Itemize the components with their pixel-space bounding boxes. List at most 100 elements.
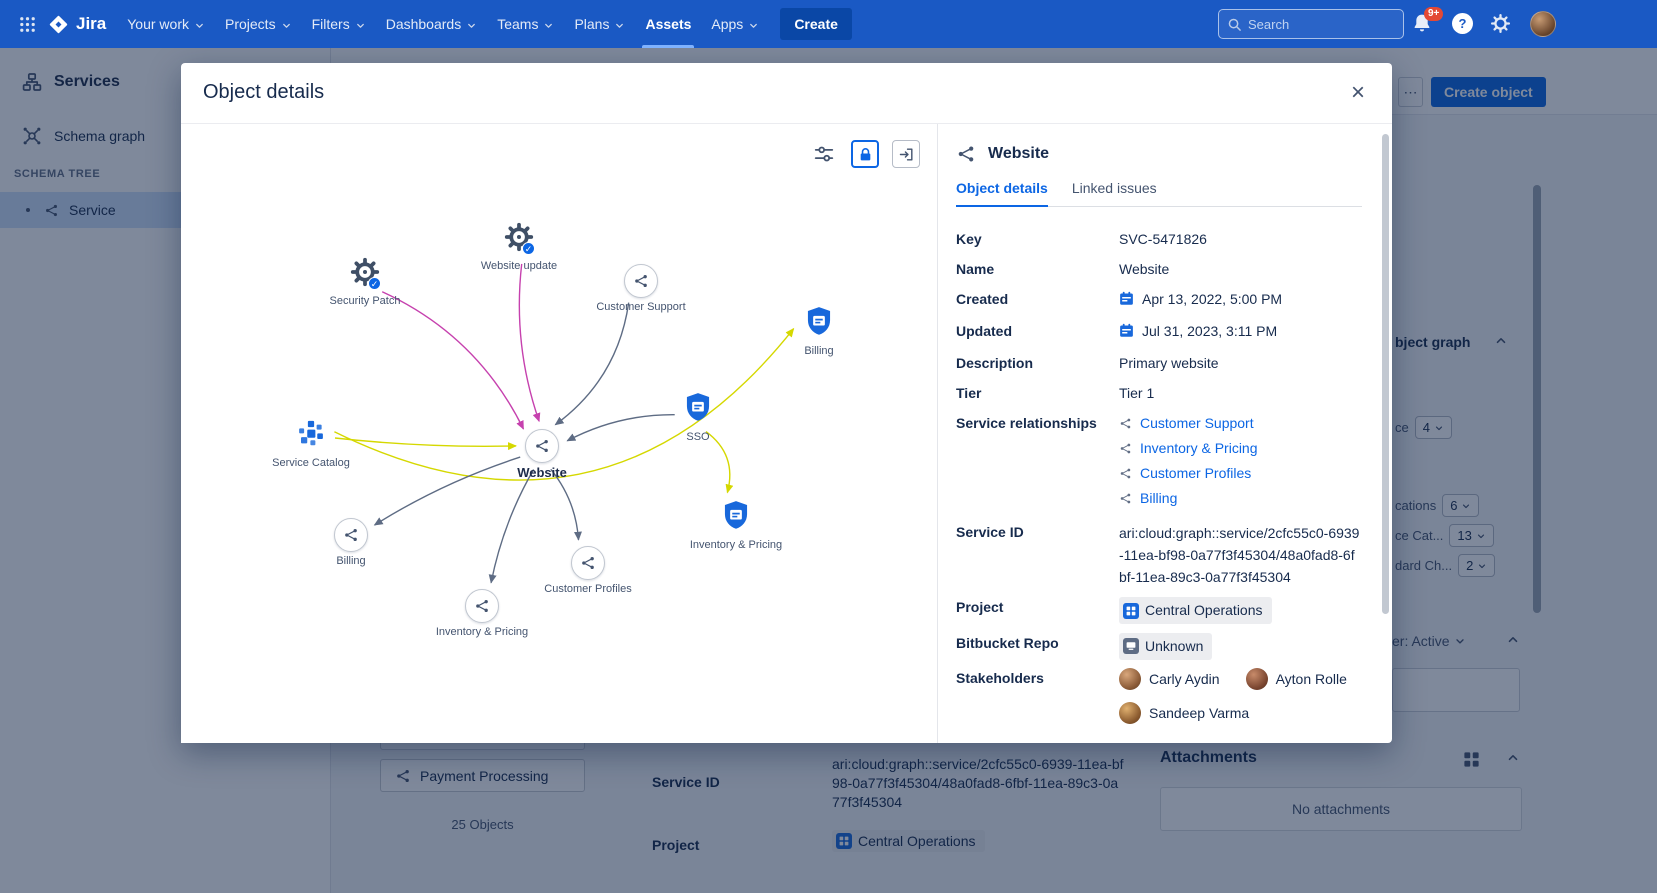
field-value: ari:cloud:graph::service/2cfc55c0-6939-1… <box>1119 525 1360 585</box>
nav-item-plans[interactable]: Plans <box>565 8 634 40</box>
graph-node-service-catalog[interactable]: Service Catalog <box>246 419 376 470</box>
field-label: Stakeholders <box>956 670 1044 686</box>
graph-node-inventory-pricing[interactable]: Inventory & Pricing <box>417 589 547 639</box>
nav-item-projects[interactable]: Projects <box>216 8 301 40</box>
nav-item-filters[interactable]: Filters <box>303 8 375 40</box>
stakeholder-name: Ayton Rolle <box>1275 670 1347 687</box>
graph-node-security-patch[interactable]: ✓ Security Patch <box>300 257 430 308</box>
repo-chip[interactable]: Unknown <box>1119 632 1213 660</box>
node-label: Customer Support <box>596 301 686 313</box>
graph-edges <box>334 263 795 584</box>
gear-icon: ✓ <box>349 257 381 290</box>
field-value: Unknown <box>1119 632 1362 661</box>
graph-node-customer-support[interactable]: Customer Support <box>576 264 706 314</box>
field-row: Name Website <box>956 259 1362 280</box>
close-icon[interactable]: × <box>1350 79 1365 106</box>
graph-node-website[interactable]: Website <box>477 429 607 479</box>
graph-nodes: ✓ Website update ✓ Security Patch Customer S… <box>181 124 937 743</box>
object-details-modal: Object details × ✓ Website update ✓ Securit… <box>181 63 1392 743</box>
tab-linked-issues[interactable]: Linked issues <box>1071 180 1157 196</box>
field-row: Tier Tier 1 <box>956 383 1362 404</box>
field-label: Name <box>956 261 995 277</box>
notifications-bell-icon[interactable]: 9+ <box>1411 7 1444 38</box>
field-label: Created <box>956 291 1009 307</box>
graph-node-inventory-pricing[interactable]: Inventory & Pricing <box>671 499 801 552</box>
check-badge-icon: ✓ <box>522 242 535 255</box>
nav-item-your-work[interactable]: Your work <box>118 8 214 40</box>
create-button[interactable]: Create <box>780 8 852 40</box>
calendar-icon <box>1119 291 1134 312</box>
panel-scrollbar[interactable] <box>1382 134 1389 614</box>
nav-item-dashboards[interactable]: Dashboards <box>377 8 487 40</box>
jira-logo[interactable]: Jira <box>44 14 116 35</box>
tab-object-details[interactable]: Object details <box>956 180 1048 207</box>
user-avatar[interactable] <box>1530 11 1556 37</box>
search-input[interactable] <box>1248 16 1424 32</box>
details-tabs: Object details Linked issues <box>956 180 1362 207</box>
stakeholder[interactable]: Sandeep Varma <box>1119 702 1249 724</box>
relationship-link[interactable]: Inventory & Pricing <box>1140 440 1258 456</box>
nav-item-teams[interactable]: Teams <box>488 8 563 40</box>
graph-node-customer-profiles[interactable]: Customer Profiles <box>523 546 653 596</box>
chevron-down-icon <box>748 20 759 31</box>
chevron-down-icon <box>614 20 625 31</box>
search-box[interactable] <box>1218 9 1424 39</box>
chevron-down-icon <box>281 20 292 31</box>
nav-item-assets[interactable]: Assets <box>636 8 700 48</box>
jira-logo-icon <box>48 14 69 35</box>
relationship-row: Customer Support <box>1119 413 1362 434</box>
relationship-row: Customer Profiles <box>1119 463 1362 484</box>
nav-item-label: Dashboards <box>385 16 462 32</box>
graph-node-sso[interactable]: SSO <box>633 391 763 444</box>
object-icon <box>1119 492 1132 505</box>
relationship-link[interactable]: Customer Profiles <box>1140 465 1252 481</box>
graph-settings-sliders-icon[interactable] <box>810 140 838 168</box>
field-row: Bitbucket Repo Unknown <box>956 632 1362 661</box>
field-value: Jul 31, 2023, 3:11 PM <box>1119 321 1362 344</box>
stakeholder[interactable]: Ayton Rolle <box>1245 668 1347 690</box>
lock-icon[interactable] <box>851 140 879 168</box>
nav-menu: Your work Projects Filters Dashboards Teams P… <box>118 8 768 48</box>
relationship-link[interactable]: Billing <box>1140 490 1178 506</box>
repo-icon <box>1123 638 1139 654</box>
node-label: Billing <box>804 345 834 357</box>
details-pane: Website Object details Linked issues Key S… <box>937 124 1392 743</box>
chevron-down-icon <box>543 20 554 31</box>
nav-item-label: Apps <box>711 16 744 32</box>
chevron-down-icon <box>466 20 477 31</box>
field-row: Description Primary website <box>956 353 1362 374</box>
graph-node-website-update[interactable]: ✓ Website update <box>454 222 584 273</box>
field-row: Key SVC-5471826 <box>956 229 1362 250</box>
project-chip[interactable]: Central Operations <box>1119 597 1272 624</box>
details-fields: Key SVC-5471826 Name Website Created Apr 13, … <box>956 229 1362 724</box>
field-label: Description <box>956 355 1034 371</box>
avatar <box>1245 668 1268 690</box>
graph-node-billing[interactable]: Billing <box>754 305 884 358</box>
shield-icon <box>720 499 752 531</box>
stakeholder-name: Carly Aydin <box>1149 670 1220 687</box>
shield-icon <box>682 391 714 423</box>
field-row: Project Central Operations <box>956 597 1362 625</box>
settings-gear-icon[interactable] <box>1490 13 1512 35</box>
stakeholder[interactable]: Carly Aydin <box>1119 668 1220 690</box>
nav-item-apps[interactable]: Apps <box>702 8 768 40</box>
object-icon <box>956 144 976 164</box>
check-badge-icon: ✓ <box>368 277 381 290</box>
object-title: Website <box>988 145 1050 162</box>
field-label: Service relationships <box>956 415 1097 431</box>
field-value: Customer Support Inventory & Pricing Custo… <box>1119 413 1362 513</box>
node-label: Inventory & Pricing <box>689 539 783 551</box>
nav-item-label: Projects <box>225 16 276 32</box>
help-icon[interactable]: ? <box>1452 13 1473 34</box>
node-label: Website update <box>480 260 558 272</box>
shield-icon <box>803 305 835 337</box>
modal-header: Object details × <box>181 63 1392 124</box>
field-label: Bitbucket Repo <box>956 634 1059 651</box>
node-label: Customer Profiles <box>544 583 632 595</box>
relationship-link[interactable]: Customer Support <box>1140 415 1254 431</box>
chevron-down-icon <box>355 20 366 31</box>
graph-node-billing[interactable]: Billing <box>286 518 416 568</box>
graph-toolbar <box>810 140 920 168</box>
exit-fullscreen-icon[interactable] <box>892 140 920 168</box>
app-switcher-icon[interactable] <box>12 9 42 39</box>
